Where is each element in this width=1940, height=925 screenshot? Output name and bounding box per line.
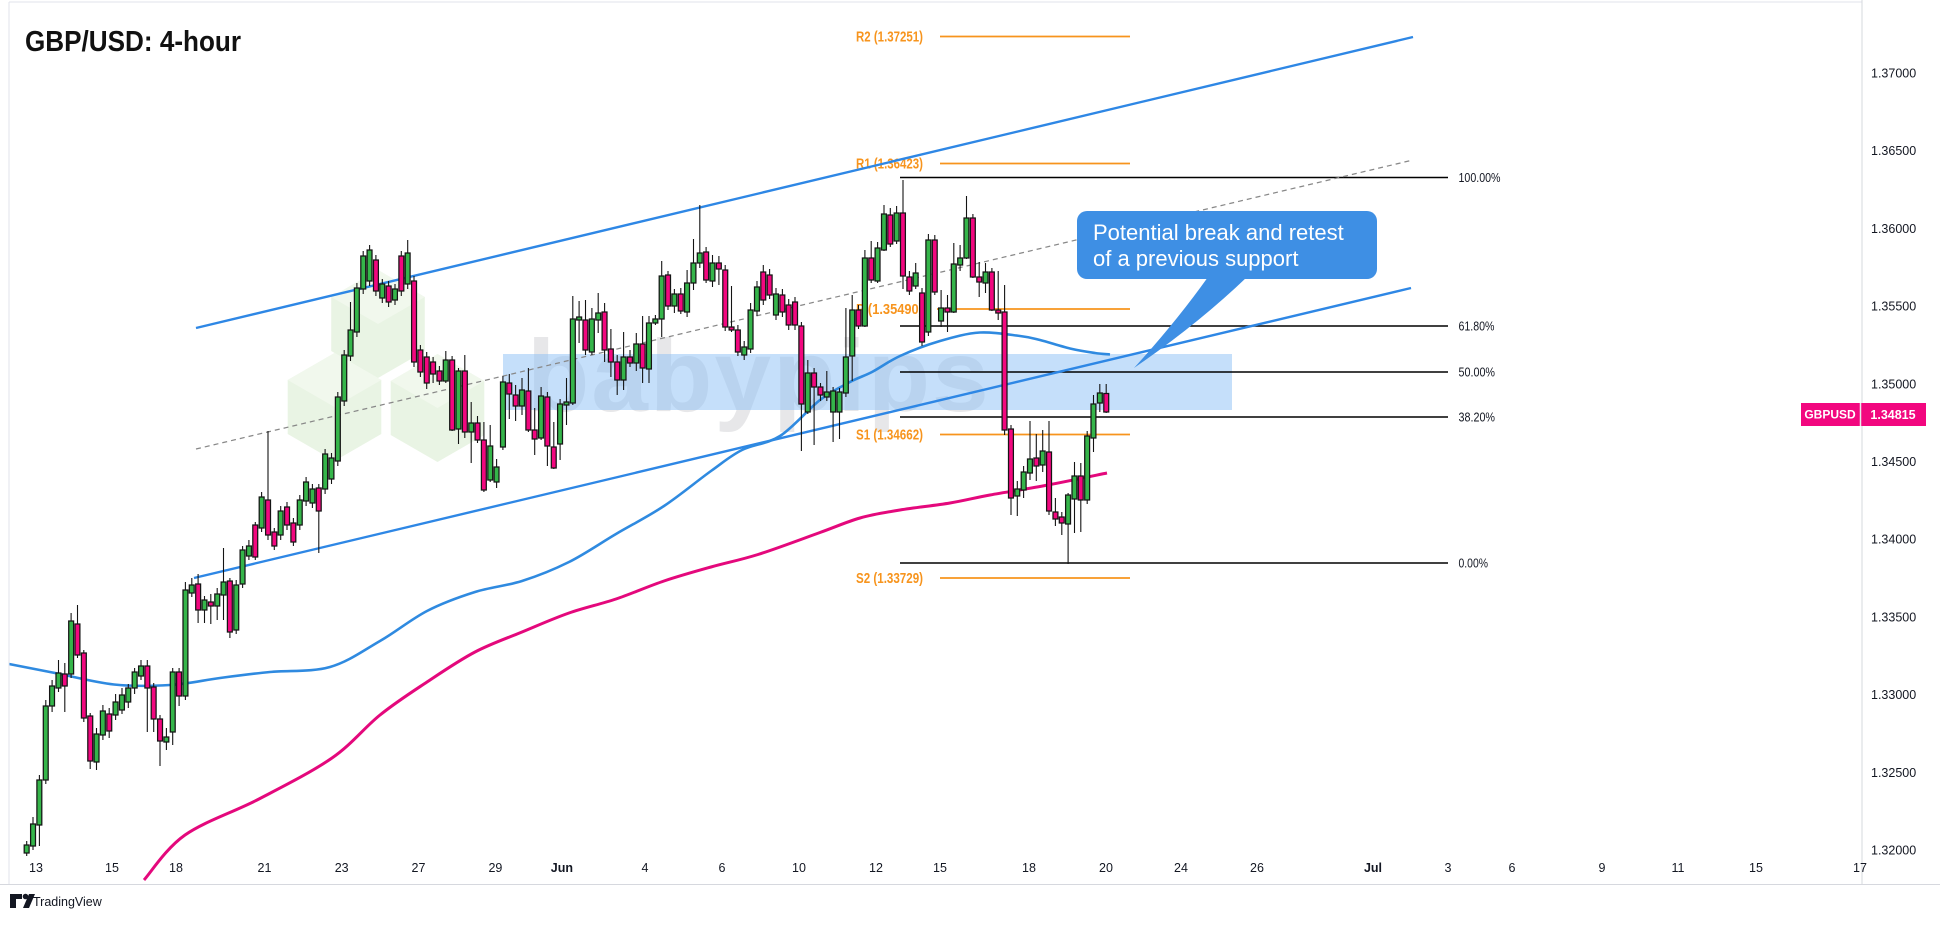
svg-text:4: 4 <box>642 861 649 875</box>
svg-text:1.32500: 1.32500 <box>1871 766 1916 780</box>
svg-text:15: 15 <box>933 861 947 875</box>
svg-text:S1 (1.34662): S1 (1.34662) <box>856 427 923 444</box>
svg-text:1.34500: 1.34500 <box>1871 455 1916 469</box>
svg-text:100.00%: 100.00% <box>1459 171 1501 185</box>
svg-text:Potential break and retest: Potential break and retest <box>1093 220 1344 245</box>
svg-text:13: 13 <box>29 861 43 875</box>
svg-text:15: 15 <box>105 861 119 875</box>
svg-text:1.36500: 1.36500 <box>1871 144 1916 158</box>
svg-text:Jul: Jul <box>1364 861 1382 875</box>
svg-text:3: 3 <box>1445 861 1452 875</box>
svg-text:1.34000: 1.34000 <box>1871 533 1916 547</box>
svg-text:6: 6 <box>719 861 726 875</box>
svg-text:24: 24 <box>1174 861 1188 875</box>
svg-text:61.80%: 61.80% <box>1459 320 1495 334</box>
svg-text:38.20%: 38.20% <box>1459 411 1496 425</box>
svg-text:1.32000: 1.32000 <box>1871 844 1916 858</box>
svg-text:1.37000: 1.37000 <box>1871 67 1916 81</box>
svg-text:23: 23 <box>335 861 349 875</box>
svg-text:1.34815: 1.34815 <box>1870 408 1915 422</box>
svg-text:R1 (1.36423): R1 (1.36423) <box>856 156 923 173</box>
svg-text:18: 18 <box>1022 861 1036 875</box>
svg-text:29: 29 <box>488 861 502 875</box>
svg-text:0.00%: 0.00% <box>1459 557 1489 571</box>
svg-text:18: 18 <box>169 861 183 875</box>
svg-text:TradingView: TradingView <box>33 895 103 909</box>
svg-text:21: 21 <box>258 861 272 875</box>
svg-text:R2 (1.37251): R2 (1.37251) <box>856 29 923 46</box>
svg-text:10: 10 <box>792 861 806 875</box>
svg-text:12: 12 <box>869 861 883 875</box>
svg-text:P (1.35490): P (1.35490) <box>856 301 923 318</box>
svg-text:GBP/USD: 4-hour: GBP/USD: 4-hour <box>25 26 241 58</box>
svg-text:27: 27 <box>412 861 426 875</box>
svg-text:1.36000: 1.36000 <box>1871 222 1916 236</box>
svg-text:6: 6 <box>1509 861 1516 875</box>
svg-text:1.33000: 1.33000 <box>1871 688 1916 702</box>
svg-text:9: 9 <box>1599 861 1606 875</box>
svg-text:S2 (1.33729): S2 (1.33729) <box>856 570 923 587</box>
svg-text:26: 26 <box>1250 861 1264 875</box>
svg-text:1.35000: 1.35000 <box>1871 377 1916 391</box>
svg-text:20: 20 <box>1099 861 1113 875</box>
svg-text:1.33500: 1.33500 <box>1871 610 1916 624</box>
svg-text:11: 11 <box>1672 861 1685 875</box>
svg-text:1.35500: 1.35500 <box>1871 300 1916 314</box>
svg-text:GBPUSD: GBPUSD <box>1804 408 1856 422</box>
svg-text:15: 15 <box>1749 861 1763 875</box>
svg-text:17: 17 <box>1853 861 1867 875</box>
svg-text:Jun: Jun <box>551 861 573 875</box>
svg-text:of a previous support: of a previous support <box>1093 246 1298 271</box>
svg-text:50.00%: 50.00% <box>1459 366 1496 380</box>
